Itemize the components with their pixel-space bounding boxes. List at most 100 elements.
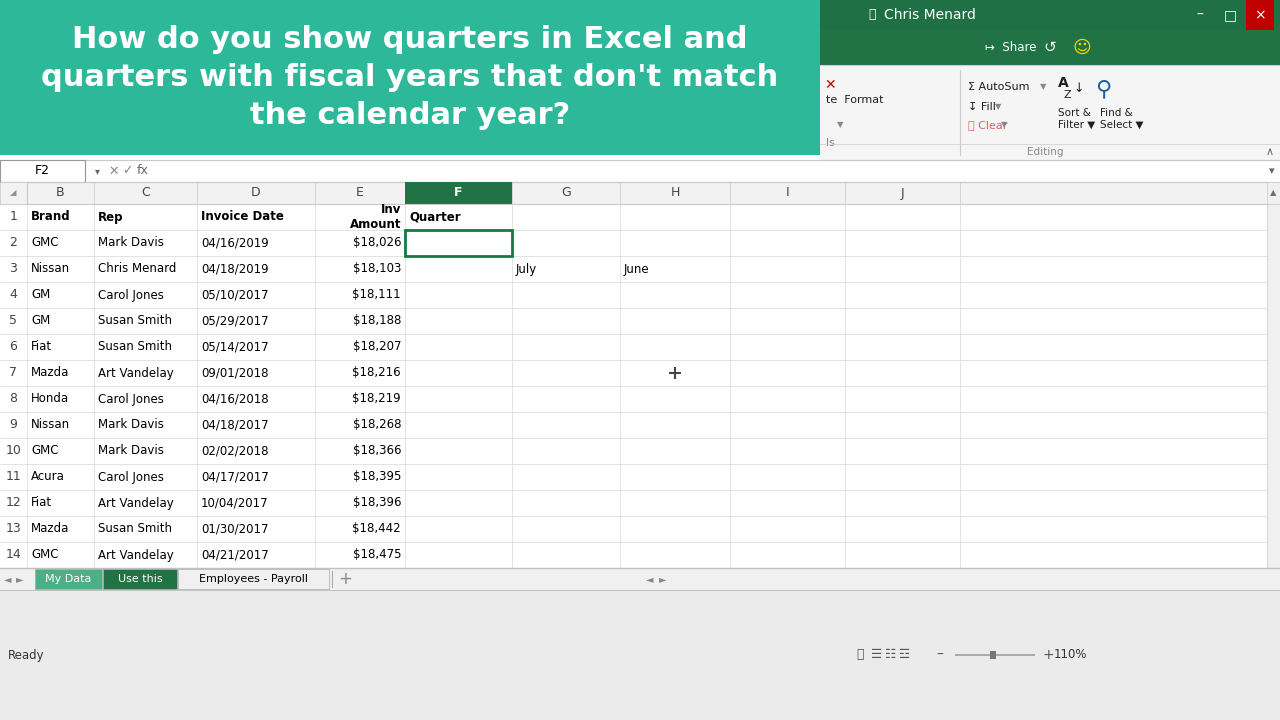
Text: Brand: Brand [31,210,70,223]
Bar [0,160,84,182]
Text: ✕: ✕ [824,78,836,92]
Text: +: + [338,570,352,588]
Text: GMC: GMC [31,444,59,457]
Text: Art Vandelay: Art Vandelay [99,497,174,510]
Text: ▾: ▾ [95,166,100,176]
Text: July: July [516,263,538,276]
Text: $18,103: $18,103 [352,263,401,276]
Text: Chris Menard: Chris Menard [884,8,975,22]
Bar [820,65,1280,160]
Text: Rep: Rep [99,210,123,223]
Text: Sort &: Sort & [1059,108,1091,118]
Text: fx: fx [137,164,148,178]
Bar [0,0,1280,30]
Bar [955,654,1036,656]
Text: Carol Jones: Carol Jones [99,470,164,484]
Text: 3: 3 [9,263,18,276]
Bar [1187,0,1213,30]
Text: Susan Smith: Susan Smith [99,315,172,328]
Bar [0,182,27,204]
Text: ↦  Share: ↦ Share [986,41,1037,54]
Text: 14: 14 [5,549,22,562]
Text: 5: 5 [9,315,18,328]
Text: 04/16/2019: 04/16/2019 [201,236,269,250]
Text: 04/18/2017: 04/18/2017 [201,418,269,431]
Text: 4: 4 [9,289,18,302]
Text: Find &: Find & [1100,108,1133,118]
Text: ⬜ Clear: ⬜ Clear [968,120,1007,130]
Text: Z: Z [1062,90,1070,100]
Text: $18,442: $18,442 [352,523,401,536]
Text: 04/18/2019: 04/18/2019 [201,263,269,276]
Text: te  Format: te Format [826,95,883,105]
Text: Carol Jones: Carol Jones [99,289,164,302]
Text: 11: 11 [5,470,22,484]
Text: ▼: ▼ [1001,120,1007,130]
Text: ⎕: ⎕ [856,649,864,662]
Text: 04/21/2017: 04/21/2017 [201,549,269,562]
Text: ↓: ↓ [1073,83,1083,96]
Text: ◄: ◄ [4,574,12,584]
Text: 02/02/2018: 02/02/2018 [201,444,269,457]
Text: Editing: Editing [1027,147,1064,157]
Text: Filter ▼: Filter ▼ [1059,120,1096,130]
Text: ▼: ▼ [995,102,1001,112]
Text: $18,111: $18,111 [352,289,401,302]
Text: E: E [356,186,364,199]
Text: 05/10/2017: 05/10/2017 [201,289,269,302]
Bar [0,160,1280,182]
Text: ▾: ▾ [1270,166,1275,176]
Bar [1267,204,1280,568]
Text: ✓: ✓ [122,164,133,178]
Text: Use this: Use this [118,574,163,584]
Bar [178,569,329,589]
Text: ☷: ☷ [886,649,896,662]
Text: B: B [56,186,65,199]
Text: +: + [1042,648,1053,662]
Text: ⬜: ⬜ [868,9,876,22]
Text: 7: 7 [9,366,18,379]
Text: Inv
Amount: Inv Amount [349,203,401,231]
Text: 9: 9 [9,418,18,431]
Bar [0,590,1280,720]
Text: 04/16/2018: 04/16/2018 [201,392,269,405]
Text: 10/04/2017: 10/04/2017 [201,497,269,510]
Text: G: G [561,186,571,199]
Text: Mazda: Mazda [31,523,69,536]
Text: ↺: ↺ [1043,40,1056,55]
Bar [0,204,1280,568]
Text: J: J [901,186,904,199]
Text: 05/29/2017: 05/29/2017 [201,315,269,328]
Text: ▲: ▲ [1270,189,1276,197]
Text: ▼: ▼ [837,120,844,130]
Text: Mark Davis: Mark Davis [99,418,164,431]
Bar [989,651,996,659]
Text: $18,366: $18,366 [352,444,401,457]
Text: Select ▼: Select ▼ [1100,120,1143,130]
Text: F: F [454,186,463,199]
Text: ∧: ∧ [1266,147,1274,157]
Text: D: D [251,186,261,199]
Bar [35,569,102,589]
Text: Nissan: Nissan [31,418,70,431]
Text: June: June [625,263,650,276]
Text: ⚲: ⚲ [1094,79,1111,99]
Text: 01/30/2017: 01/30/2017 [201,523,269,536]
Text: GMC: GMC [31,549,59,562]
Text: 13: 13 [5,523,22,536]
Text: $18,188: $18,188 [352,315,401,328]
Text: $18,219: $18,219 [352,392,401,405]
Text: 110%: 110% [1053,649,1087,662]
Text: 6: 6 [9,341,18,354]
Bar [0,182,1280,204]
Text: GM: GM [31,289,50,302]
Text: Employees - Payroll: Employees - Payroll [198,574,308,584]
Text: ls: ls [826,138,835,148]
Bar [1216,0,1244,30]
Text: Invoice Date: Invoice Date [201,210,284,223]
Text: Art Vandelay: Art Vandelay [99,366,174,379]
Text: ☰: ☰ [872,649,883,662]
Text: ☲: ☲ [900,649,910,662]
Bar [1245,0,1274,30]
Text: $18,026: $18,026 [352,236,401,250]
